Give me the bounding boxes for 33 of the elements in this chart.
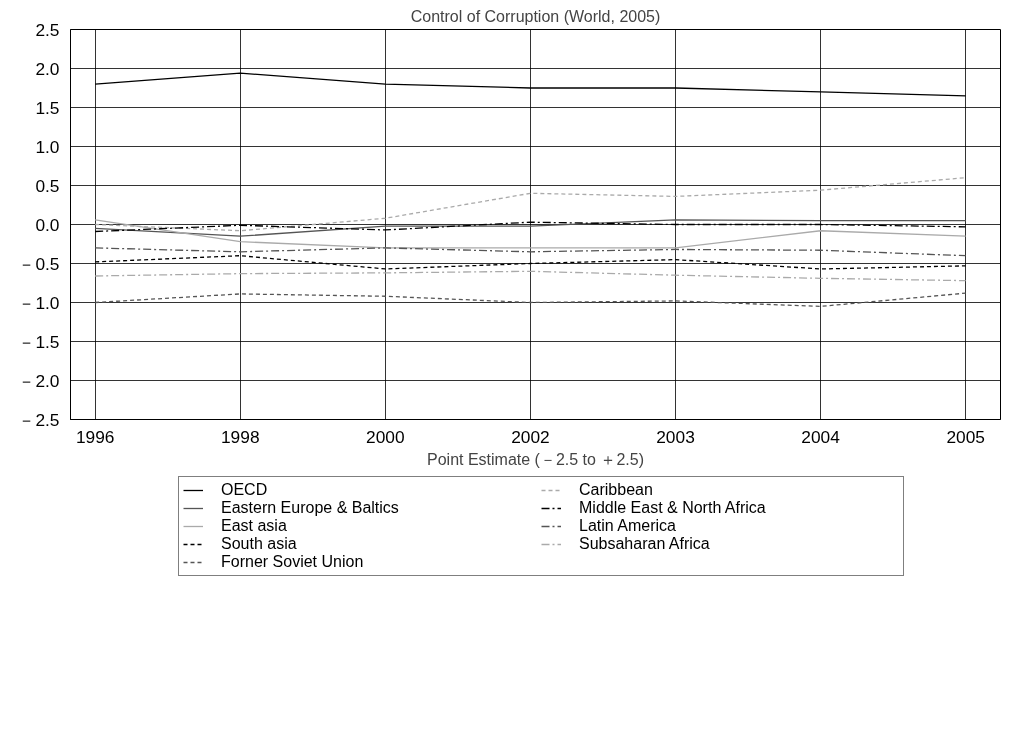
y-tick-label: 1.0 bbox=[35, 136, 60, 157]
legend-label: Latin America bbox=[579, 517, 677, 535]
legend-label: OECD bbox=[221, 481, 269, 499]
legend-label: Middle East & North Africa bbox=[579, 499, 767, 517]
legend-label: Forner Soviet Union bbox=[221, 553, 365, 571]
line-series bbox=[94, 292, 967, 308]
x-tick-label: 2003 bbox=[656, 426, 695, 447]
y-tick-label: 0.0 bbox=[35, 214, 60, 235]
y-tick-label: 2.0 bbox=[35, 58, 60, 79]
y-tick-label: －2.5 bbox=[18, 409, 60, 430]
legend-label: East asia bbox=[221, 517, 288, 535]
legend-label: Eastern Europe & Baltics bbox=[221, 499, 400, 517]
y-tick-label: 1.5 bbox=[35, 97, 60, 118]
y-tick-label: 2.5 bbox=[35, 19, 60, 40]
x-tick-label: 1996 bbox=[75, 426, 115, 447]
y-tick-label: －0.5 bbox=[18, 253, 60, 274]
chart-title: Control of Corruption (World, 2005) bbox=[410, 7, 661, 25]
y-tick-label: 0.5 bbox=[35, 175, 60, 196]
x-tick-label: 2005 bbox=[946, 426, 985, 447]
legend-label: Caribbean bbox=[579, 481, 654, 499]
legend-label: South asia bbox=[221, 535, 298, 553]
line-series bbox=[94, 219, 967, 237]
legend-label: Subsaharan Africa bbox=[579, 535, 711, 553]
x-tick-label: 2000 bbox=[366, 426, 405, 447]
x-tick-label: 2002 bbox=[511, 426, 550, 447]
x-axis-title: Point Estimate (－2.5 to ＋2.5) bbox=[427, 450, 644, 468]
line-series bbox=[94, 270, 967, 282]
x-tick-label: 2004 bbox=[801, 426, 841, 447]
y-tick-label: －1.0 bbox=[18, 292, 60, 313]
x-tick-label: 1998 bbox=[220, 426, 260, 447]
line-series bbox=[94, 247, 967, 257]
y-tick-label: －1.5 bbox=[18, 331, 60, 352]
y-tick-label: －2.0 bbox=[18, 370, 60, 391]
